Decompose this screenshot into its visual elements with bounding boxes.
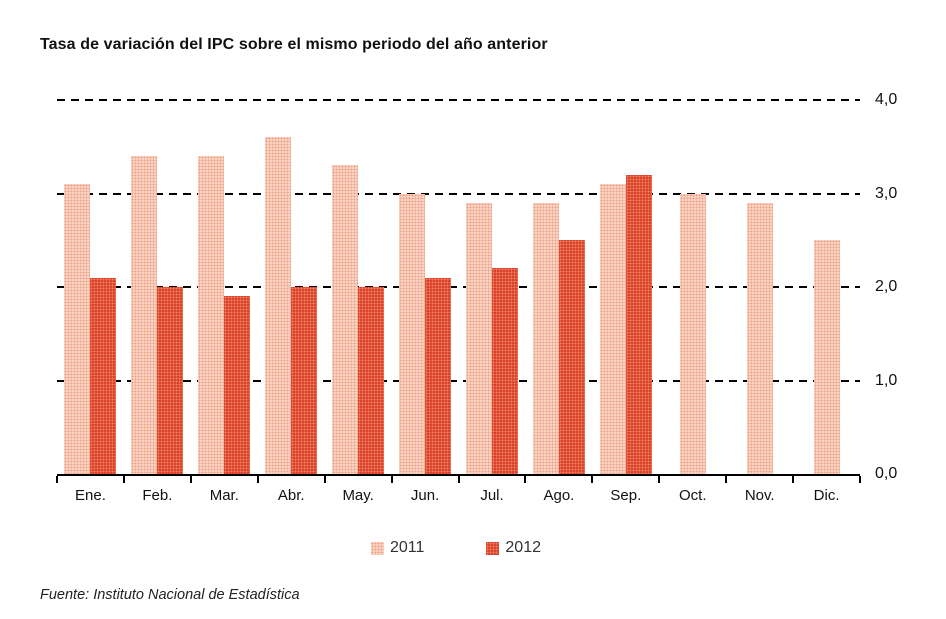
x-axis-tick bbox=[323, 476, 326, 483]
gridline-3 bbox=[57, 192, 860, 195]
bar-2012-jun bbox=[425, 277, 452, 474]
plot-area: 4,0 3,0 2,0 1,0 0,0 Ene. Feb. Mar. Abr. May. Jun.… bbox=[56, 91, 897, 504]
x-axis-tick bbox=[792, 476, 795, 483]
legend-item-2011: 2011 bbox=[371, 539, 424, 557]
x-axis-tick bbox=[256, 476, 259, 483]
y-axis-label: 3,0 bbox=[875, 184, 898, 202]
x-axis-label-sep: Sep. bbox=[610, 487, 642, 504]
y-axis-label: 1,0 bbox=[875, 371, 898, 389]
chart-title: Tasa de variación del IPC sobre el mismo… bbox=[40, 36, 548, 53]
y-axis-label: 0,0 bbox=[875, 465, 898, 482]
bar-2012-ago bbox=[558, 240, 585, 474]
y-axis-label: 4,0 bbox=[875, 91, 898, 108]
bar-2011-jul bbox=[465, 202, 492, 474]
x-axis-tick bbox=[56, 476, 58, 483]
x-axis-label-abr: Abr. bbox=[277, 487, 305, 504]
month-group-may bbox=[325, 100, 392, 474]
gridline-2 bbox=[57, 286, 860, 288]
month-group-jul bbox=[459, 100, 526, 474]
x-axis-label-feb: Feb. bbox=[142, 487, 173, 504]
x-axis-label-jul: Jul. bbox=[480, 487, 504, 504]
gridline-4 bbox=[57, 99, 860, 101]
month-group-jun bbox=[392, 100, 459, 474]
x-axis-tick bbox=[189, 476, 192, 483]
month-group-abr bbox=[258, 100, 325, 474]
legend: 2011 2012 bbox=[371, 539, 541, 557]
x-axis-label-ago: Ago. bbox=[543, 487, 575, 504]
month-group-ene bbox=[57, 100, 124, 474]
x-axis-label-dic: Dic. bbox=[813, 487, 840, 504]
month-group-nov bbox=[726, 100, 793, 474]
x-axis-tick bbox=[390, 476, 393, 483]
x-axis-label-ene: Ene. bbox=[75, 487, 106, 504]
x-axis-tick bbox=[591, 476, 594, 483]
x-axis-labels: Ene. Feb. Mar. Abr. May. Jun. Jul. Ago. Sep. Oct.… bbox=[57, 487, 860, 504]
legend-label-2011: 2011 bbox=[390, 539, 425, 556]
x-axis-tick bbox=[658, 476, 661, 483]
bar-2011-abr bbox=[265, 137, 292, 474]
gridline-1 bbox=[57, 379, 860, 382]
bar-2011-sep bbox=[599, 184, 626, 474]
bar-2011-dic bbox=[813, 240, 840, 474]
bar-2011-mar bbox=[198, 156, 225, 474]
bars-layer bbox=[57, 100, 860, 474]
month-group-dic bbox=[793, 100, 860, 474]
bar-2011-feb bbox=[131, 156, 158, 474]
bar-2012-feb bbox=[157, 287, 184, 474]
x-axis-tick bbox=[859, 476, 861, 483]
x-axis-tick bbox=[725, 476, 728, 483]
legend-item-2012: 2012 bbox=[486, 539, 541, 557]
month-group-oct bbox=[659, 100, 726, 474]
bar-2012-abr bbox=[291, 287, 318, 474]
x-axis-label-mar: Mar. bbox=[209, 487, 239, 504]
bar-2011-ene bbox=[64, 184, 91, 474]
bar-2011-may bbox=[332, 165, 359, 474]
legend-swatch-2012 bbox=[486, 541, 500, 555]
x-axis-tick bbox=[122, 476, 125, 483]
legend-label-2012: 2012 bbox=[505, 539, 541, 556]
month-group-mar bbox=[191, 100, 258, 474]
bar-2011-oct bbox=[679, 193, 706, 474]
x-axis-label-jun: Jun. bbox=[410, 487, 440, 504]
source-note: Fuente: Instituto Nacional de Estadístic… bbox=[40, 587, 300, 603]
bar-2012-ene bbox=[90, 277, 117, 474]
bar-2012-may bbox=[358, 287, 385, 474]
legend-swatch-2011 bbox=[371, 541, 384, 555]
x-axis-tick bbox=[457, 476, 460, 483]
x-axis-tick bbox=[524, 476, 527, 483]
x-axis-label-nov: Nov. bbox=[744, 487, 775, 504]
month-group-sep bbox=[592, 100, 659, 474]
y-axis-label: 2,0 bbox=[875, 278, 898, 295]
bar-2011-nov bbox=[746, 202, 773, 474]
bar-2012-sep bbox=[625, 174, 652, 474]
month-group-feb bbox=[124, 100, 191, 474]
month-group-ago bbox=[525, 100, 592, 474]
x-axis-label-may: May. bbox=[342, 487, 374, 504]
bar-2011-jun bbox=[399, 193, 426, 474]
bar-2012-jul bbox=[491, 268, 518, 474]
x-axis-label-oct: Oct. bbox=[679, 487, 707, 504]
bar-2011-ago bbox=[532, 202, 559, 474]
bar-2012-mar bbox=[224, 296, 251, 474]
